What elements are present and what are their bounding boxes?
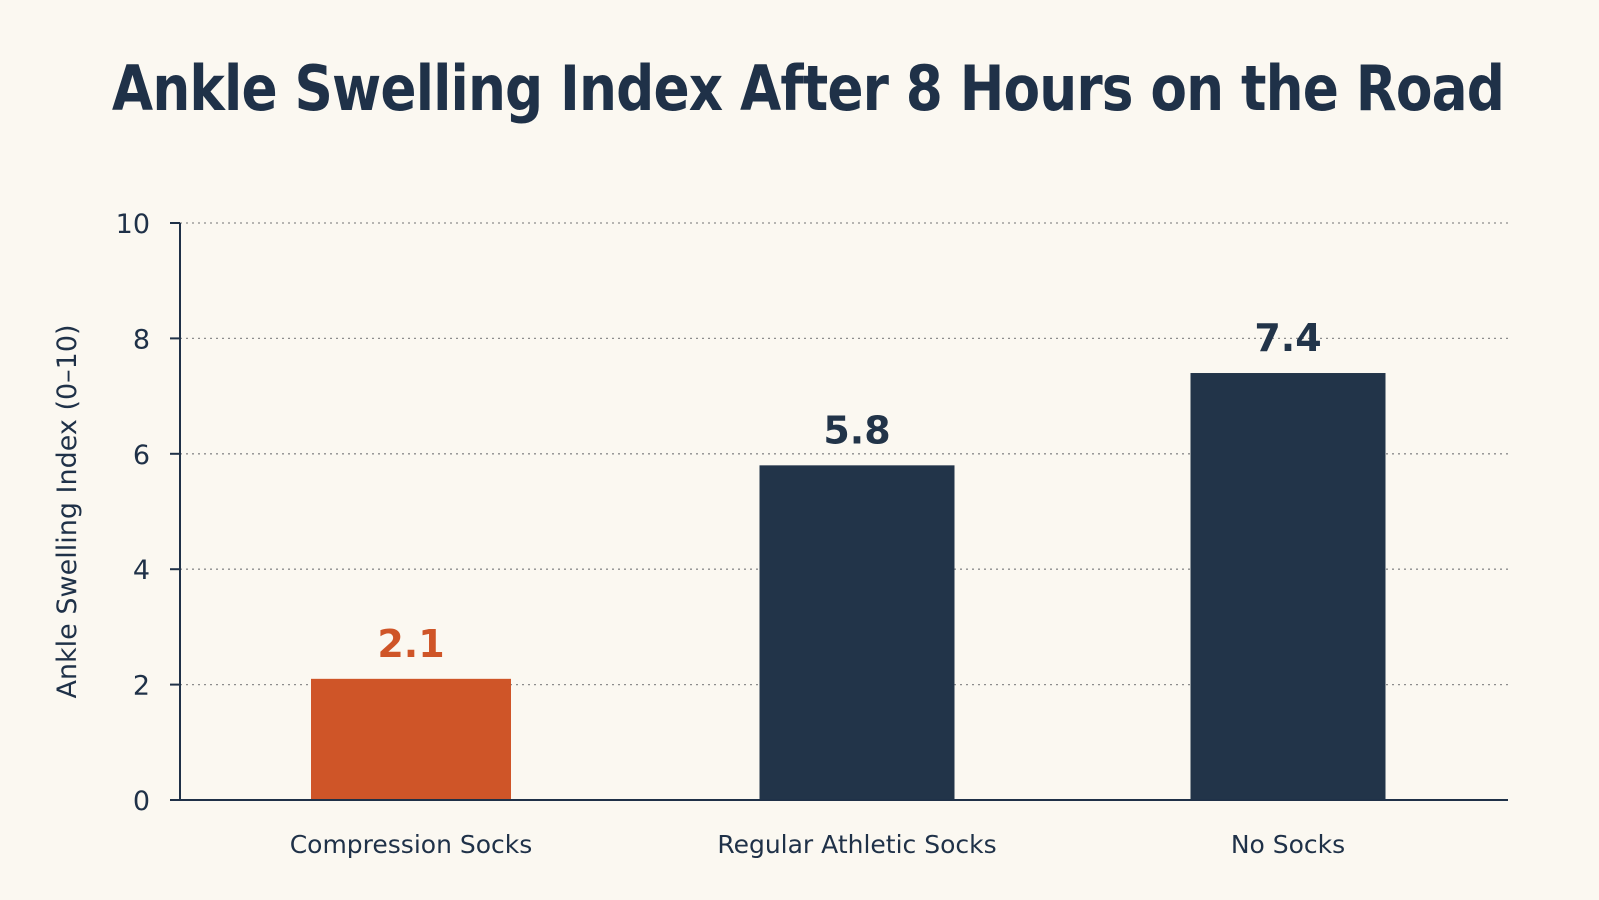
y-tick-label: 0 [133, 786, 150, 817]
bar-no-socks [1190, 373, 1386, 800]
y-tick-label: 2 [133, 671, 150, 702]
x-tick-label: Regular Athletic Socks [717, 830, 996, 859]
bar-compression-socks [311, 678, 511, 800]
y-tick-label: 6 [133, 440, 150, 471]
bar-regular-athletic-socks [759, 465, 955, 800]
bar-value-label: 2.1 [377, 622, 444, 666]
bar-value-label: 5.8 [823, 408, 890, 452]
chart-title: Ankle Swelling Index After 8 Hours on th… [111, 52, 1505, 125]
labels: 0 2 4 6 8 10 2.1 Compression Socks 5.8 Regular At… [52, 209, 1345, 859]
x-tick-label: Compression Socks [290, 830, 533, 859]
bar-value-label: 7.4 [1254, 316, 1321, 360]
bars [311, 373, 1386, 800]
y-tick-label: 4 [133, 555, 150, 586]
y-tick-label: 8 [133, 324, 150, 355]
axes [170, 222, 1508, 801]
y-tick-label: 10 [116, 209, 150, 240]
y-axis-label: Ankle Swelling Index (0–10) [52, 324, 83, 698]
x-tick-label: No Socks [1231, 830, 1345, 859]
